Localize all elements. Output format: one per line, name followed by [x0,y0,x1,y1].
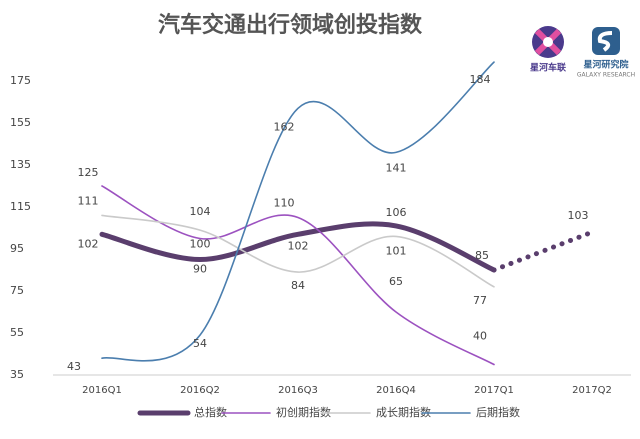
legend-label: 初创期指数 [276,405,331,419]
legend-label: 后期指数 [476,405,520,419]
logo-left: 星河车联 [530,26,567,74]
data-label: 162 [274,120,295,133]
data-label: 106 [386,206,407,219]
y-tick-label: 135 [10,158,31,171]
x-tick-label: 2017Q2 [572,385,612,396]
series-line [101,61,495,362]
x-tick-label: 2017Q1 [474,385,514,396]
y-tick-label: 115 [10,200,31,213]
chart-title: 汽车交通出行领域创投指数 [158,12,423,38]
y-tick-label: 155 [10,116,31,129]
logo-text: 星河车联 [530,62,567,74]
logo-subtext: GALAXY RESEARCH [577,72,635,79]
y-tick-label: 35 [10,368,24,381]
y-tick-label: 175 [10,74,31,87]
projected-line [491,229,595,273]
data-label: 43 [67,360,81,373]
y-tick-label: 95 [10,242,24,255]
logo-text: 星河研究院 [583,59,628,71]
legend-label: 成长期指数 [376,405,431,419]
y-tick-label: 55 [10,326,24,339]
data-label: 104 [190,205,211,218]
data-label: 84 [291,279,305,292]
data-label: 141 [386,161,407,174]
x-tick-label: 2016Q1 [82,385,122,396]
data-label: 110 [274,197,295,210]
data-label: 77 [473,294,487,307]
data-label: 103 [568,209,589,222]
data-label: 184 [470,73,491,86]
x-tick-label: 2016Q2 [180,385,220,396]
series-line [101,214,495,288]
data-label: 100 [190,238,211,251]
y-tick-label: 75 [10,284,24,297]
data-label: 125 [78,166,99,179]
series-line [99,221,497,273]
data-label: 85 [475,249,489,262]
x-tick-label: 2016Q4 [376,385,416,396]
data-label: 54 [193,337,207,350]
x-tick-label: 2016Q3 [278,385,318,396]
data-label: 65 [389,275,403,288]
data-label: 102 [78,237,99,250]
data-label: 102 [288,239,309,252]
logo-right: 星河研究院 GALAXY RESEARCH [577,27,635,79]
data-label: 40 [473,330,487,343]
legend-label: 总指数 [194,405,227,419]
data-label: 101 [386,244,407,257]
data-label: 90 [193,263,207,276]
series-line [101,185,495,366]
data-label: 111 [78,194,99,207]
